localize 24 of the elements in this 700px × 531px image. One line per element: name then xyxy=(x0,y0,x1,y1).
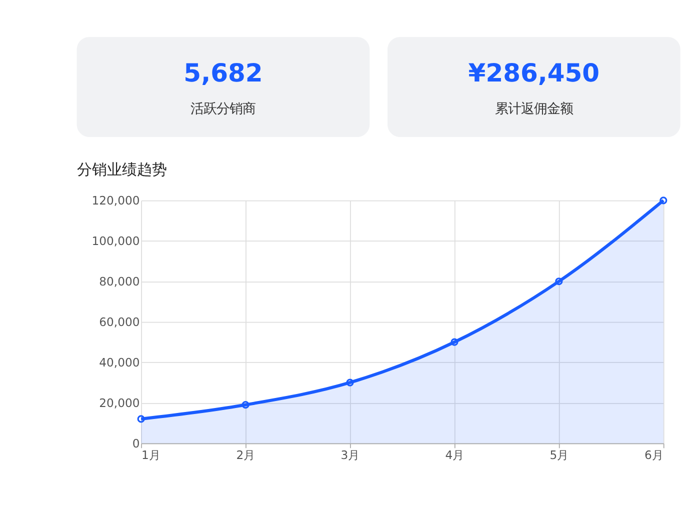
point xyxy=(137,415,145,423)
y-tick-label: 20,000 xyxy=(99,396,140,410)
point xyxy=(555,278,563,286)
text: ¥286,450 xyxy=(468,58,600,88)
y-tick-label: 0 xyxy=(132,436,140,450)
x-tick-label: 1月 xyxy=(142,448,161,462)
x-tick-label: 6月 xyxy=(644,448,664,462)
y-tick-label: 100,000 xyxy=(92,234,140,248)
point xyxy=(346,378,354,386)
chart-title: 分销业绩趋势 xyxy=(76,160,167,179)
x-tick-label: 5月 xyxy=(550,448,570,462)
y-tick-label: 60,000 xyxy=(99,314,140,329)
point xyxy=(660,196,668,204)
text: 累计返佣金额 xyxy=(494,102,573,117)
y-tick-label: 120,000 xyxy=(92,193,140,208)
y-tick-label: 80,000 xyxy=(99,274,140,288)
point xyxy=(242,401,250,409)
text: 活跃分销商 xyxy=(190,102,256,117)
x-tick-label: 2月 xyxy=(236,448,256,462)
y-tick-label: 40,000 xyxy=(99,355,140,370)
x-tick-label: 4月 xyxy=(445,448,465,462)
text: 5,682 xyxy=(184,58,263,88)
point xyxy=(450,338,458,346)
x-tick-label: 3月 xyxy=(340,448,360,462)
